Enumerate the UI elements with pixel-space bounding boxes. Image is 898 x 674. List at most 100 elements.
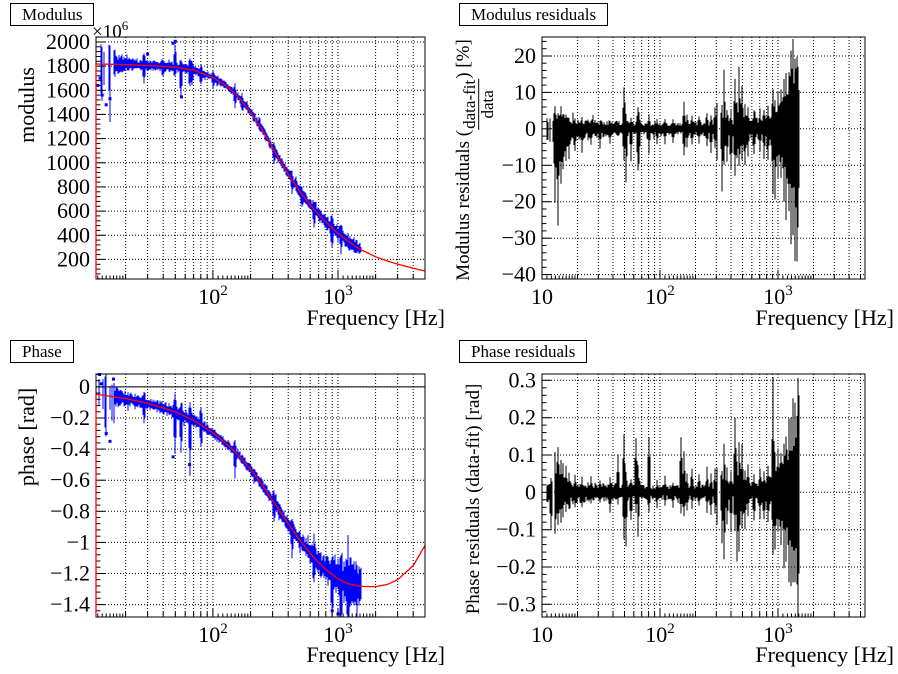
svg-text:−0.6: −0.6 [50, 467, 90, 492]
svg-text:−40: −40 [502, 262, 536, 287]
svg-text:400: 400 [57, 222, 90, 247]
phase-residuals-title-box: Phase residuals [459, 340, 588, 363]
panel-modulus-residuals: −40 −30 −20 −10 0 10 20 10 102 103 Modulus residu… [449, 0, 898, 337]
outlier-marker [188, 463, 192, 467]
phase-title-box: Phase [10, 340, 74, 363]
panel-modulus: 200 400 600 800 1000 1200 1400 1600 1800 2000 102 1… [0, 0, 449, 337]
modulus-title-box: Modulus [10, 3, 95, 26]
phase-residuals-plot-area: −0.3−0.2−0.100.10.20.310 102 103 [496, 367, 866, 647]
svg-text:200: 200 [57, 246, 90, 271]
outlier-marker [100, 93, 104, 97]
outlier-marker [346, 610, 350, 614]
series [546, 39, 800, 262]
svg-text:0.2: 0.2 [509, 405, 537, 430]
outlier-marker [99, 382, 103, 386]
svg-text:−1: −1 [67, 529, 90, 554]
outlier-marker [98, 76, 102, 80]
phase-residuals-x-axis-title: Frequency [Hz] [755, 642, 894, 667]
svg-text:−0.8: −0.8 [50, 498, 90, 523]
outlier-marker [104, 432, 108, 435]
outlier-marker [146, 52, 150, 56]
fraction-numerator: data-fit [460, 78, 480, 130]
svg-text:0.1: 0.1 [509, 442, 537, 467]
fit-curve [95, 393, 426, 588]
svg-text:1000: 1000 [46, 150, 90, 175]
svg-text:−0.2: −0.2 [50, 405, 90, 430]
scale-exp-digit: 6 [121, 18, 129, 33]
svg-text:0: 0 [525, 116, 536, 141]
outlier-marker [104, 103, 108, 107]
svg-text:0: 0 [525, 479, 536, 504]
svg-text:20: 20 [514, 43, 536, 68]
svg-text:1400: 1400 [46, 101, 90, 126]
svg-text:600: 600 [57, 198, 90, 223]
series [95, 39, 426, 272]
phase-y-axis-title: phase [rad] [14, 387, 39, 487]
axes [541, 373, 866, 618]
svg-text:−20: −20 [502, 189, 536, 214]
svg-text:2000: 2000 [46, 29, 90, 54]
outlier-marker [108, 97, 112, 101]
outlier-marker [112, 377, 115, 381]
phase-residuals-y-axis-title: Phase residuals (data-fit) [rad] [463, 383, 484, 615]
modulus-residuals-y-axis-title: Modulus residuals (data-fit data) [%] [453, 39, 497, 281]
modulus-residuals-x-axis-title: Frequency [Hz] [755, 305, 894, 330]
svg-text:800: 800 [57, 174, 90, 199]
svg-text:10: 10 [531, 622, 553, 647]
modulus-x-axis-title: Frequency [Hz] [306, 305, 445, 330]
svg-text:102: 102 [198, 283, 228, 309]
svg-text:−30: −30 [502, 225, 536, 250]
modulus-residuals-title-box: Modulus residuals [459, 3, 609, 26]
panel-phase: −1.4 −1.2 −1 −0.8 −0.6 −0.4 −0.2 0 102 103 Phase … [0, 337, 449, 674]
outlier-marker [180, 95, 183, 99]
series [546, 377, 800, 617]
outlier-marker [171, 41, 175, 45]
ylabel-prefix: Modulus residuals ( [453, 129, 475, 281]
svg-text:−0.1: −0.1 [496, 517, 536, 542]
svg-text:0.3: 0.3 [509, 367, 537, 392]
svg-text:−0.4: −0.4 [50, 436, 90, 461]
outlier-marker [171, 455, 175, 459]
svg-text:−1.2: −1.2 [50, 560, 90, 585]
scale-base: ×10 [92, 21, 122, 43]
ylabel-fraction: data-fit data [460, 78, 498, 130]
svg-text:10: 10 [531, 284, 553, 309]
svg-text:−1.4: −1.4 [50, 592, 90, 617]
phase-x-axis-title: Frequency [Hz] [306, 642, 445, 667]
ylabel-suffix: ) [%] [453, 39, 475, 79]
residual-trace [546, 377, 800, 617]
svg-text:0: 0 [79, 374, 90, 399]
panel-phase-residuals: −0.3 −0.2 −0.1 0 0.1 0.2 0.3 10 102 103 Phase res… [449, 337, 898, 674]
svg-text:10: 10 [514, 79, 536, 104]
svg-text:1600: 1600 [46, 77, 90, 102]
fraction-denominator: data [478, 90, 498, 119]
modulus-y-scale-exponent: ×106 [92, 18, 128, 43]
series [95, 373, 426, 617]
svg-text:−0.3: −0.3 [496, 591, 536, 616]
svg-text:−0.2: −0.2 [496, 554, 536, 579]
svg-text:102: 102 [645, 621, 675, 647]
svg-text:102: 102 [645, 283, 675, 309]
axes [541, 36, 866, 280]
fit-curve [95, 63, 426, 272]
outlier-marker [108, 439, 112, 443]
grid [542, 37, 865, 279]
svg-text:1800: 1800 [46, 53, 90, 78]
outlier-marker [173, 39, 177, 43]
outlier-marker [330, 609, 334, 613]
data-band [100, 44, 362, 255]
tick-labels: −0.3−0.2−0.100.10.20.310 102 103 [496, 367, 793, 647]
residual-trace [546, 39, 800, 262]
svg-text:102: 102 [198, 621, 228, 647]
svg-text:1200: 1200 [46, 126, 90, 151]
data-band [98, 374, 362, 617]
svg-text:−10: −10 [502, 152, 536, 177]
modulus-y-axis-title: modulus [14, 67, 39, 143]
